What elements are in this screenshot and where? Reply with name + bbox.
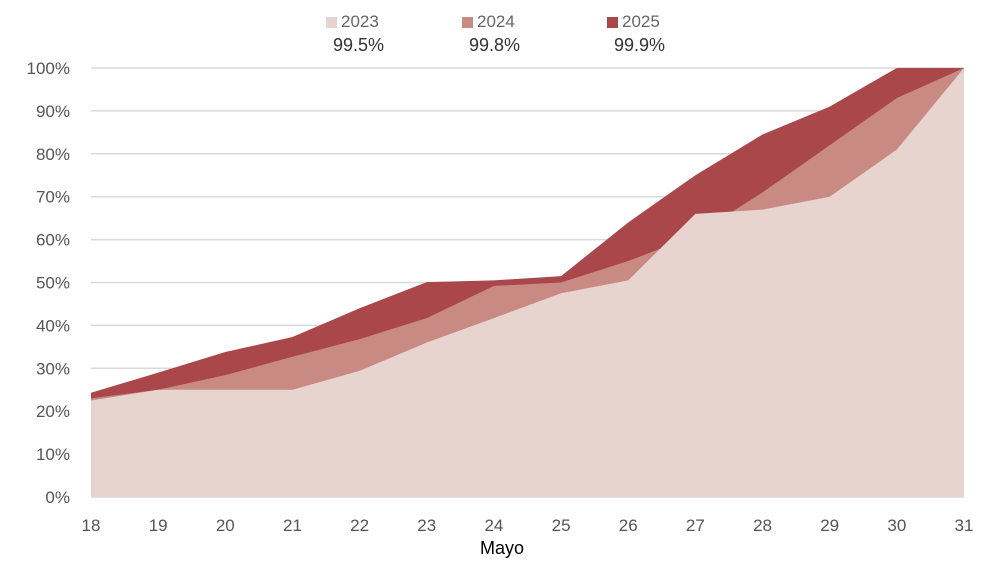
x-tick-label: 24 [484, 516, 503, 535]
x-tick-label: 26 [619, 516, 638, 535]
y-tick-label: 0% [45, 488, 70, 507]
x-tick-label: 28 [753, 516, 772, 535]
x-tick-label: 25 [552, 516, 571, 535]
y-tick-label: 30% [36, 359, 70, 378]
x-tick-label: 18 [82, 516, 101, 535]
legend-item-2023: 2023 [326, 12, 379, 32]
y-tick-label: 20% [36, 402, 70, 421]
x-tick-label: 23 [417, 516, 436, 535]
y-tick-label: 100% [27, 59, 70, 78]
legend-label: 2025 [622, 12, 660, 31]
y-tick-label: 80% [36, 145, 70, 164]
legend-swatch [462, 16, 473, 28]
legend-item-2025: 2025 [607, 12, 660, 32]
x-tick-label: 31 [955, 516, 974, 535]
legend-item-2024: 2024 [462, 12, 515, 32]
y-tick-label: 90% [36, 102, 70, 121]
legend-total-2024: 99.8% [469, 35, 521, 55]
x-tick-label: 30 [887, 516, 906, 535]
y-tick-label: 70% [36, 188, 70, 207]
legend-label: 2023 [341, 12, 379, 31]
x-tick-label: 22 [350, 516, 369, 535]
x-tick-label: 19 [149, 516, 168, 535]
x-axis: 18 19 20 21 22 23 24 25 26 27 28 29 30 31 [82, 516, 974, 535]
y-tick-label: 40% [36, 316, 70, 335]
y-tick-label: 10% [36, 445, 70, 464]
legend-total-2025: 99.9% [614, 35, 666, 55]
y-axis: 0% 10% 20% 30% 40% 50% 60% 70% 80% 90% 100% [27, 59, 70, 507]
areas [91, 68, 964, 497]
legend-swatch [607, 16, 618, 28]
x-tick-label: 29 [820, 516, 839, 535]
x-tick-label: 20 [216, 516, 235, 535]
legend-total-2023: 99.5% [333, 35, 385, 55]
legend-label: 2024 [477, 12, 515, 31]
y-tick-label: 50% [36, 274, 70, 293]
y-tick-label: 60% [36, 231, 70, 250]
x-tick-label: 27 [686, 516, 705, 535]
legend-swatch [326, 16, 337, 28]
x-tick-label: 21 [283, 516, 302, 535]
x-axis-label: Mayo [480, 538, 524, 558]
area-series-2023 [91, 68, 964, 497]
